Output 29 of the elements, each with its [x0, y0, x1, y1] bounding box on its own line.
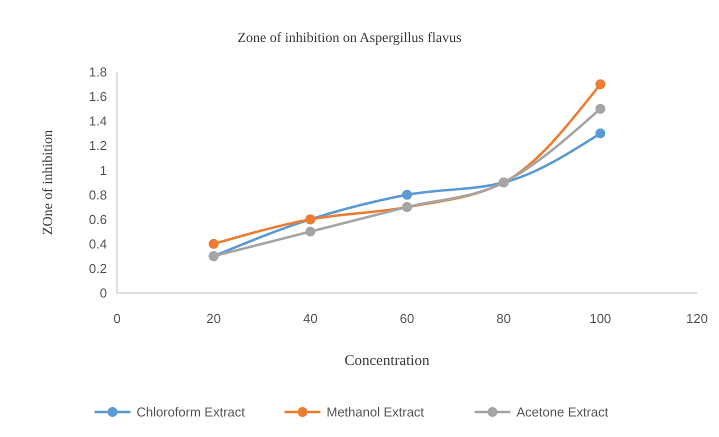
- y-tick-label: 0.4: [88, 236, 107, 252]
- y-tick-label: 0.8: [88, 187, 107, 202]
- y-tick-label: 1.2: [88, 138, 107, 154]
- legend-label: Methanol Extract: [326, 404, 424, 420]
- x-axis-title: Concentration: [344, 353, 430, 369]
- point: [595, 104, 606, 114]
- point: [402, 190, 412, 200]
- legend-label: Chloroform Extract: [136, 404, 246, 420]
- y-axis-title: ZOne of inhibition: [41, 130, 56, 235]
- x-tick-label: 100: [589, 311, 612, 326]
- y-tick-label: 0.6: [88, 212, 107, 227]
- point: [595, 128, 606, 138]
- y-tick-label: 1.4: [88, 114, 107, 129]
- point: [595, 79, 606, 90]
- x-tick-label: 60: [400, 311, 414, 326]
- y-tick-label: 0: [100, 286, 107, 301]
- point: [305, 226, 316, 237]
- x-tick-label: 40: [303, 311, 318, 326]
- y-tick-label: 1.8: [88, 64, 107, 80]
- x-tick-label: 80: [496, 311, 511, 326]
- chart-title: Zone of inhibition on Aspergillus flavus: [237, 31, 462, 46]
- y-tick-label: 1.6: [88, 89, 107, 104]
- y-tick-label: 1: [100, 162, 107, 178]
- y-tick-label: 0.2: [88, 260, 107, 276]
- point: [208, 238, 219, 249]
- x-tick-label: 120: [686, 311, 708, 326]
- x-tick-label: 20: [206, 311, 221, 326]
- legend-label: Acetone Extract: [516, 404, 609, 420]
- x-tick-label: 0: [113, 311, 121, 326]
